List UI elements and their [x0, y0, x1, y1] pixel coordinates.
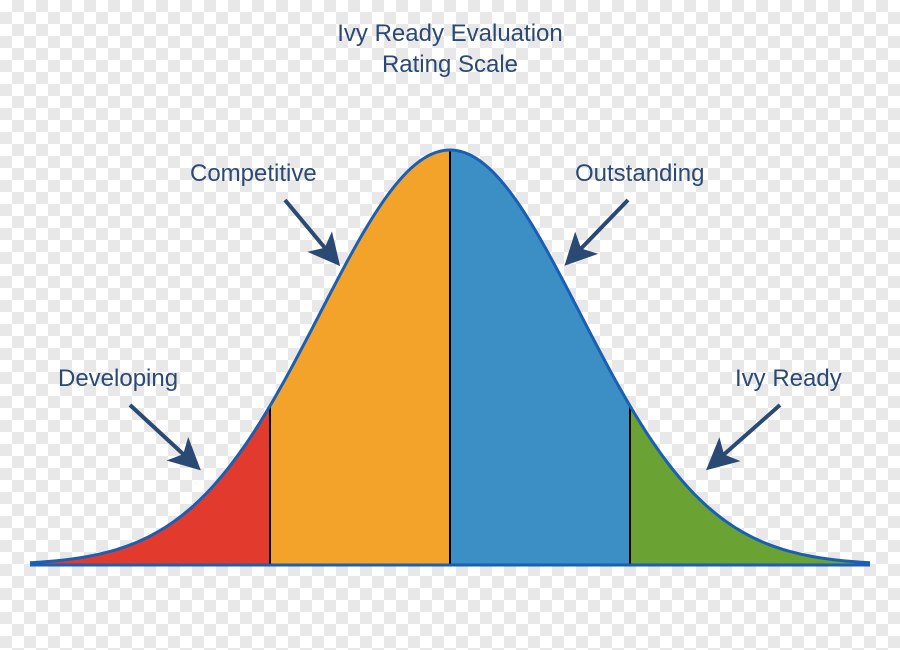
arrow-developing	[130, 405, 195, 465]
arrow-ivy-ready	[712, 405, 780, 465]
label-competitive: Competitive	[190, 160, 317, 188]
arrow-competitive	[285, 200, 335, 260]
segment-developing	[30, 406, 270, 565]
label-ivy-ready: Ivy Ready	[735, 365, 842, 393]
bell-curve-chart	[0, 0, 900, 650]
label-outstanding: Outstanding	[575, 160, 704, 188]
chart-stage: Ivy Ready Evaluation Rating Scale Develo…	[0, 0, 900, 650]
arrow-outstanding	[570, 200, 628, 260]
label-developing: Developing	[58, 365, 178, 393]
